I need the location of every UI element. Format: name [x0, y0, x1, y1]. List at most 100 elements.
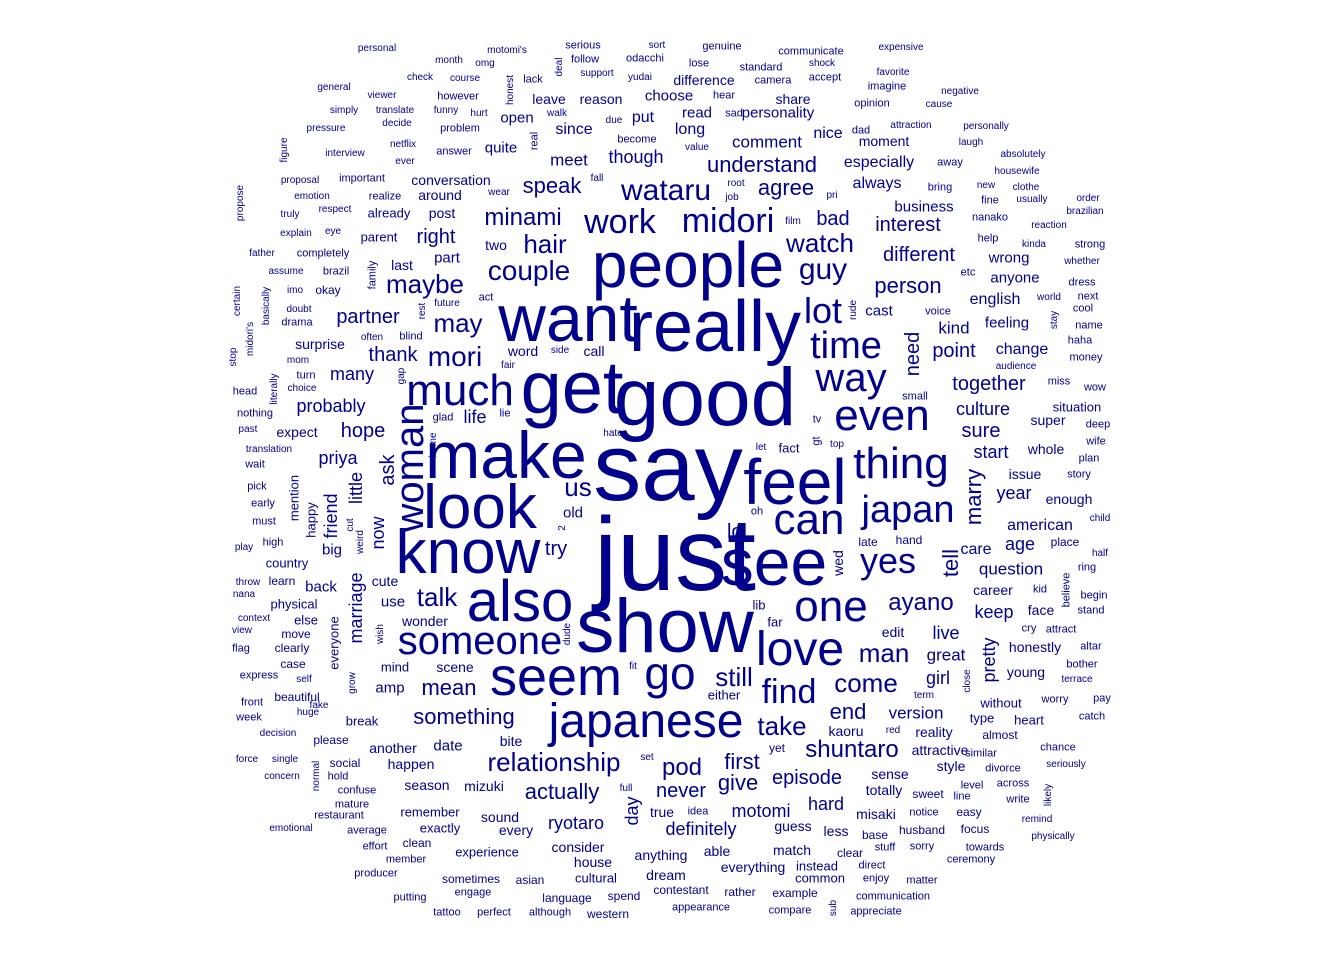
word-heart: heart [1014, 712, 1044, 728]
word-can: can [773, 495, 845, 544]
word-choose: choose [644, 87, 694, 105]
word-lib: lib [752, 597, 766, 613]
word-accept: accept [808, 71, 842, 84]
word-much: much [406, 366, 514, 415]
word-follow: follow [570, 53, 600, 66]
word-little: little [346, 471, 366, 505]
word-actually: actually [524, 779, 600, 804]
word-may: may [433, 308, 483, 338]
word-gap: gap [396, 367, 407, 385]
word-strong: strong [1074, 238, 1106, 251]
word-express: express [239, 669, 279, 682]
word-agree: agree [757, 175, 815, 200]
word-although: although [528, 906, 572, 919]
word-wed: wed [830, 550, 846, 576]
word-enjoy: enjoy [862, 872, 890, 885]
word-easy: easy [956, 805, 982, 819]
word-good: good [613, 352, 797, 443]
word-still: still [715, 662, 753, 692]
word-stop: stop [228, 347, 239, 367]
word-rest: rest [417, 302, 428, 320]
word-personality: personality [741, 104, 815, 122]
word-guy: guy [798, 253, 848, 286]
word-cute: cute [371, 573, 399, 589]
word-future: future [434, 298, 460, 309]
word-long: long [674, 121, 706, 138]
word-brazil: brazil [322, 265, 350, 278]
word-say: say [593, 414, 743, 521]
word-standard: standard [739, 61, 783, 74]
word-live: live [932, 623, 960, 643]
word-away: away [937, 156, 963, 169]
word-brazilian: brazilian [1066, 206, 1104, 217]
word-japan: japan [861, 489, 955, 531]
word-last: last [391, 257, 413, 273]
word-watch: watch [786, 228, 854, 258]
word-voice: voice [925, 305, 951, 318]
word-certain: certain [232, 285, 243, 317]
word-person: person [874, 273, 942, 298]
word-feeling: feeling [984, 314, 1030, 332]
word-whole: whole [1027, 441, 1065, 457]
word-start: start [973, 442, 1009, 462]
word-ask: ask [377, 454, 399, 486]
word-friend: friend [321, 493, 341, 539]
word-work: work [584, 203, 656, 241]
word-dream: dream [646, 867, 686, 883]
word-feel: feel [743, 446, 847, 518]
word-meet: meet [550, 150, 588, 170]
word-make: make [425, 418, 587, 492]
word-hair: hair [523, 229, 567, 259]
word-honest: honest [505, 74, 516, 106]
word-write: write [1006, 793, 1030, 806]
word-around: around [418, 187, 462, 203]
word-play: play [234, 542, 254, 553]
word-idea: idea [687, 805, 709, 818]
word-okay: okay [315, 283, 341, 297]
word-expensive: expensive [878, 42, 924, 53]
word-anything: anything [634, 847, 688, 863]
word-kinda: kinda [1022, 239, 1046, 250]
word-netflix: netflix [389, 139, 417, 150]
word-dude: dude [562, 622, 573, 646]
word-totally: totally [865, 782, 903, 798]
word-explain: explain [280, 228, 312, 239]
word-first: first [724, 749, 760, 774]
word-nice: nice [813, 125, 843, 142]
word-effort: effort [362, 840, 388, 853]
word-propose: propose [235, 184, 246, 222]
word-likely: likely [1043, 783, 1054, 807]
word-proposal: proposal [280, 175, 320, 186]
word-kid: kid [1032, 583, 1048, 596]
word-imagine: imagine [867, 80, 907, 93]
word-wow: wow [1083, 381, 1107, 394]
word-blind: blind [399, 330, 423, 343]
word-set: set [640, 752, 654, 763]
word-super: super [1030, 412, 1066, 428]
word-family: family [366, 260, 379, 290]
word-name: name [1075, 319, 1103, 332]
word-fair: fair [501, 360, 515, 371]
word-simply: simply [329, 105, 359, 116]
word-glad: glad [432, 411, 454, 424]
word-general: general [317, 82, 351, 93]
word-communication: communication [856, 890, 930, 903]
word-answer: answer [436, 145, 472, 158]
word-different: different [883, 244, 955, 266]
word-show: show [576, 584, 754, 669]
word-moment: moment [858, 133, 910, 149]
word-fall: fall [590, 173, 604, 184]
word-wait: wait [245, 458, 265, 471]
word-root: root [727, 178, 745, 189]
word-hard: hard [807, 794, 845, 814]
word-pod: pod [661, 754, 703, 781]
word-people: people [591, 229, 785, 301]
word-context: context [237, 613, 271, 624]
word-interview: interview [325, 148, 365, 159]
word-wataru: wataru [620, 174, 712, 207]
word-mom: mom [286, 355, 310, 366]
word-asian: asian [515, 873, 545, 887]
word-open: open [500, 109, 534, 127]
word-sure: sure [961, 420, 1001, 442]
